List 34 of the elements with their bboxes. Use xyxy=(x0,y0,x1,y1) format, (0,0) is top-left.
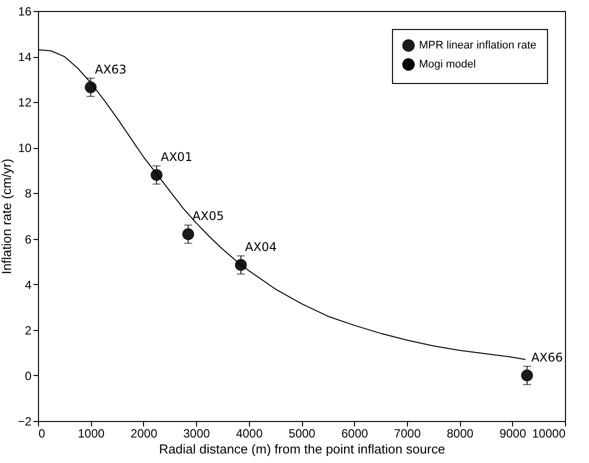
annotation: AX04 xyxy=(245,240,277,254)
y-tick-label: 10 xyxy=(18,141,32,156)
x-tick-label: 10000 xyxy=(532,426,566,440)
y-tick-label: 0 xyxy=(24,368,32,383)
y-tick-label: 14 xyxy=(18,50,32,64)
x-tick-label: 9000 xyxy=(499,426,526,440)
annotation: AX63 xyxy=(94,62,127,76)
x-axis-title: Radial distance (m) from the point inflation source xyxy=(158,442,446,456)
y-tick-label: 16 xyxy=(18,4,32,18)
line-series xyxy=(38,49,526,360)
y-axis-title: Inflation rate (cm/yr) xyxy=(0,158,14,274)
x-tick-label: 1000 xyxy=(78,426,105,440)
x-tick-label: 6000 xyxy=(341,426,368,440)
y-tick-label: 6 xyxy=(24,232,32,246)
x-tick-label: 2000 xyxy=(130,426,158,440)
annotation: AX01 xyxy=(160,150,192,164)
y-tick-label: 4 xyxy=(24,278,32,292)
x-tick-label: 3000 xyxy=(183,426,210,440)
legend-label: MPR linear inflation rate xyxy=(419,40,536,52)
legend-label: Mogi model xyxy=(419,58,476,70)
x-tick-label: 5000 xyxy=(288,426,316,440)
x-tick-label: 7000 xyxy=(394,426,422,440)
annotation: AX66 xyxy=(531,350,563,364)
x-tick-label: 4000 xyxy=(236,426,263,440)
y-tick-label: 2 xyxy=(24,323,32,338)
y-tick-label: −2 xyxy=(18,414,32,428)
annotation: AX05 xyxy=(192,209,224,224)
point xyxy=(521,370,533,382)
x-tick-label: 8000 xyxy=(446,426,474,440)
x-tick-label: 0 xyxy=(38,426,46,440)
point xyxy=(84,81,97,94)
y-tick-label: 8 xyxy=(24,186,32,201)
point xyxy=(182,228,194,240)
y-tick-label: 12 xyxy=(18,96,32,110)
